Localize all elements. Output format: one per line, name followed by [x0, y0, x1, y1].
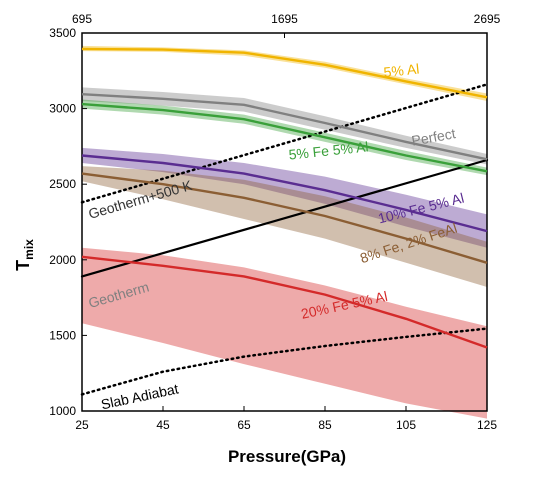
x-tick-label-125: 125 [477, 418, 497, 432]
x-axis-title: Pressure(GPa) [228, 447, 346, 466]
series-line-8-fe-2-feal [81, 172, 488, 264]
band-20-fe-5-al [82, 247, 487, 419]
series-line-5-fe-5-al [81, 102, 488, 173]
y-tick-label-3500: 3500 [49, 26, 76, 40]
y-axis-title-sub: mix [22, 239, 36, 260]
y-tick-label-1500: 1500 [49, 328, 76, 342]
series-lines [81, 47, 488, 349]
band-8-fe-2-feal [82, 166, 487, 287]
x-tick-label-25: 25 [75, 418, 89, 432]
y-tick-label-3000: 3000 [49, 102, 76, 116]
y-tick-label-2500: 2500 [49, 177, 76, 191]
ref-line-slab-adiabat [80, 327, 489, 396]
y-axis-title: Tmix [13, 239, 36, 271]
x-tick-label-45: 45 [156, 418, 170, 432]
axes: 1000 1500 2000 2500 3000 3500 25 45 65 85 105 125 69… [49, 12, 500, 432]
series-label-5-al: 5% Al [383, 61, 420, 81]
y-tick-label-2000: 2000 [49, 253, 76, 267]
series-line-20-fe-5-al [81, 255, 488, 349]
band-perfect [82, 87, 487, 165]
x-tick-label-65: 65 [237, 418, 251, 432]
top-tick-label-695: 695 [72, 12, 92, 26]
band-5-al [82, 45, 487, 101]
series-line-10-fe-5-al [81, 154, 488, 233]
ref-line-geotherm [80, 158, 489, 278]
x-tick-label-85: 85 [318, 418, 332, 432]
series-line-perfect [81, 93, 488, 161]
series-line-5-al [81, 47, 488, 99]
x-tick-label-105: 105 [396, 418, 416, 432]
series-label-perfect: Perfect [410, 125, 457, 148]
y-axis-title-main: T [13, 260, 33, 271]
top-tick-label-1695: 1695 [271, 12, 298, 26]
top-tick-label-2695: 2695 [474, 12, 501, 26]
svg-text:Tmix: Tmix [13, 239, 36, 271]
y-tick-label-1000: 1000 [49, 404, 76, 418]
